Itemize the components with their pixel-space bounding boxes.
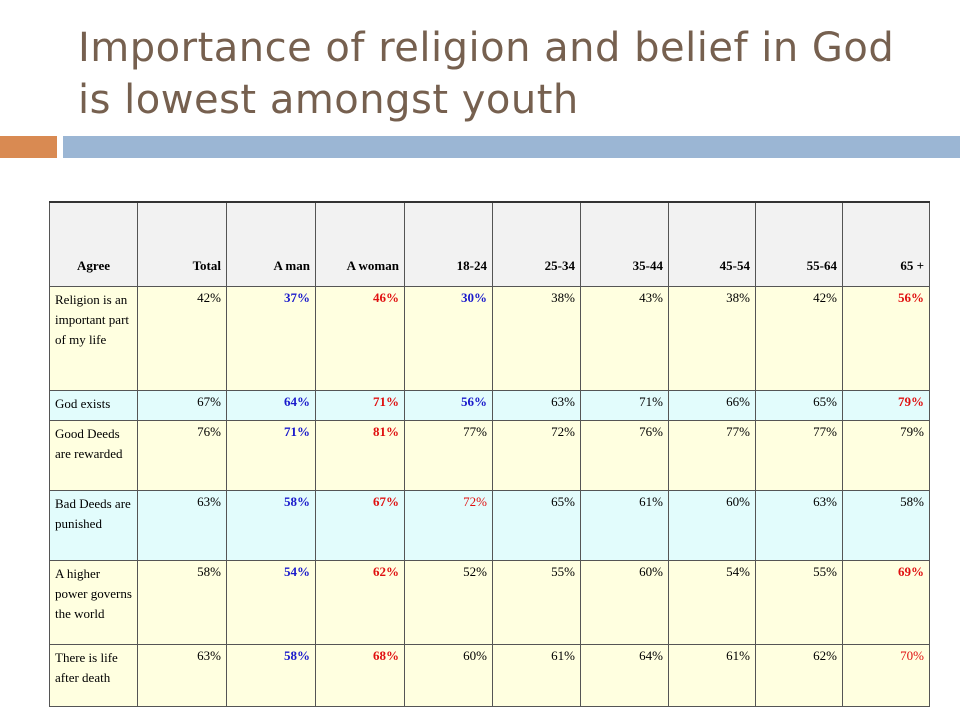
table-cell: 56% (404, 390, 493, 421)
table-cell: 64% (226, 390, 316, 421)
column-header: 55-64 (755, 201, 843, 287)
table-cell: 63% (137, 644, 227, 707)
table-cell: 62% (755, 644, 843, 707)
column-header: 65 + (842, 201, 930, 287)
table-cell: 71% (315, 390, 405, 421)
row-label: Good Deeds are rewarded (49, 420, 138, 491)
table-cell: 55% (492, 560, 581, 645)
table-cell: 38% (668, 286, 756, 391)
table-cell: 62% (315, 560, 405, 645)
table-cell: 76% (137, 420, 227, 491)
table-cell: 58% (226, 644, 316, 707)
table-cell: 72% (492, 420, 581, 491)
column-header: A man (226, 201, 316, 287)
table-cell: 77% (668, 420, 756, 491)
table-cell: 65% (755, 390, 843, 421)
table-cell: 63% (137, 490, 227, 561)
slide-title: Importance of religion and belief in God… (78, 25, 895, 123)
table-row: Religion is an important part of my life… (49, 286, 930, 391)
table-row: Bad Deeds are punished 63% 58% 67% 72% 65% 61%… (49, 490, 930, 561)
column-header: Agree (49, 201, 138, 287)
table-cell: 61% (580, 490, 669, 561)
table-cell: 52% (404, 560, 493, 645)
table-cell: 66% (668, 390, 756, 421)
table-body: Religion is an important part of my life… (49, 286, 930, 707)
table-cell: 30% (404, 286, 493, 391)
table-cell: 42% (755, 286, 843, 391)
table-cell: 77% (755, 420, 843, 491)
header-row: Agree Total A man A woman 18-24 25-34 35… (49, 201, 930, 287)
table-cell: 46% (315, 286, 405, 391)
table-cell: 37% (226, 286, 316, 391)
column-header: 45-54 (668, 201, 756, 287)
table-cell: 68% (315, 644, 405, 707)
table-cell: 58% (226, 490, 316, 561)
table-cell: 54% (668, 560, 756, 645)
table-cell: 63% (492, 390, 581, 421)
column-header: A woman (315, 201, 405, 287)
table-cell: 71% (226, 420, 316, 491)
table-cell: 67% (315, 490, 405, 561)
accent-bar-blue (63, 136, 960, 158)
column-header: 18-24 (404, 201, 493, 287)
table-row: God exists 67% 64% 71% 56% 63% 71% 66% 65% 79% (49, 390, 930, 421)
table-cell: 76% (580, 420, 669, 491)
accent-bar-orange (0, 136, 57, 158)
table-row: Good Deeds are rewarded 76% 71% 81% 77% 72% 76… (49, 420, 930, 491)
table-cell: 70% (842, 644, 930, 707)
row-label: There is life after death (49, 644, 138, 707)
table-cell: 81% (315, 420, 405, 491)
table-cell: 79% (842, 420, 930, 491)
table-row: There is life after death 63% 58% 68% 60% 61%… (49, 644, 930, 707)
row-label: A higher power governs the world (49, 560, 138, 645)
table-cell: 55% (755, 560, 843, 645)
table-cell: 38% (492, 286, 581, 391)
table-cell: 42% (137, 286, 227, 391)
table-cell: 67% (137, 390, 227, 421)
column-header: 35-44 (580, 201, 669, 287)
table-cell: 64% (580, 644, 669, 707)
table-cell: 60% (580, 560, 669, 645)
table-cell: 72% (404, 490, 493, 561)
row-label: Religion is an important part of my life (49, 286, 138, 391)
table-cell: 63% (755, 490, 843, 561)
table-cell: 61% (492, 644, 581, 707)
table-cell: 60% (404, 644, 493, 707)
table-cell: 60% (668, 490, 756, 561)
table-cell: 54% (226, 560, 316, 645)
row-label: Bad Deeds are punished (49, 490, 138, 561)
table-cell: 56% (842, 286, 930, 391)
table-cell: 79% (842, 390, 930, 421)
table-cell: 58% (842, 490, 930, 561)
table-cell: 77% (404, 420, 493, 491)
table-cell: 65% (492, 490, 581, 561)
table-row: A higher power governs the world 58% 54% 62… (49, 560, 930, 645)
column-header: 25-34 (492, 201, 581, 287)
table-cell: 71% (580, 390, 669, 421)
survey-table: Agree Total A man A woman 18-24 25-34 35… (49, 201, 930, 707)
table-cell: 69% (842, 560, 930, 645)
table-cell: 58% (137, 560, 227, 645)
column-header: Total (137, 201, 227, 287)
row-label: God exists (49, 390, 138, 421)
table-cell: 43% (580, 286, 669, 391)
table-cell: 61% (668, 644, 756, 707)
